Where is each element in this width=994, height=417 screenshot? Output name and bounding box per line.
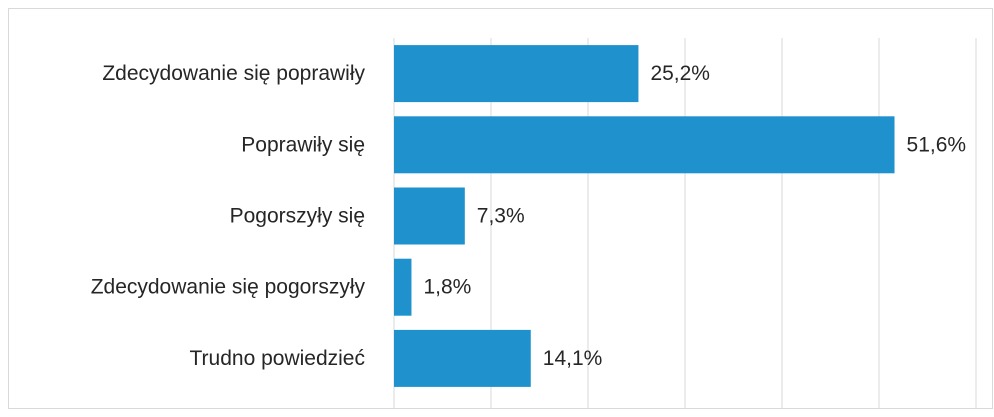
bar (394, 187, 465, 245)
bar (394, 45, 639, 103)
bar (394, 329, 531, 387)
bar (394, 116, 895, 174)
data-label: 51,6% (907, 133, 967, 156)
bar (394, 258, 412, 316)
y-tick-label: Zdecydowanie się poprawiły (102, 62, 365, 85)
data-label: 25,2% (650, 62, 710, 85)
data-label: 1,8% (423, 276, 471, 299)
data-label: 14,1% (543, 347, 603, 370)
data-label: 7,3% (477, 205, 525, 228)
y-tick-label: Zdecydowanie się pogorszyły (91, 276, 366, 299)
y-tick-label: Trudno powiedzieć (190, 347, 366, 370)
y-tick-label: Pogorszyły się (230, 205, 365, 228)
y-tick-label: Poprawiły się (241, 133, 365, 156)
